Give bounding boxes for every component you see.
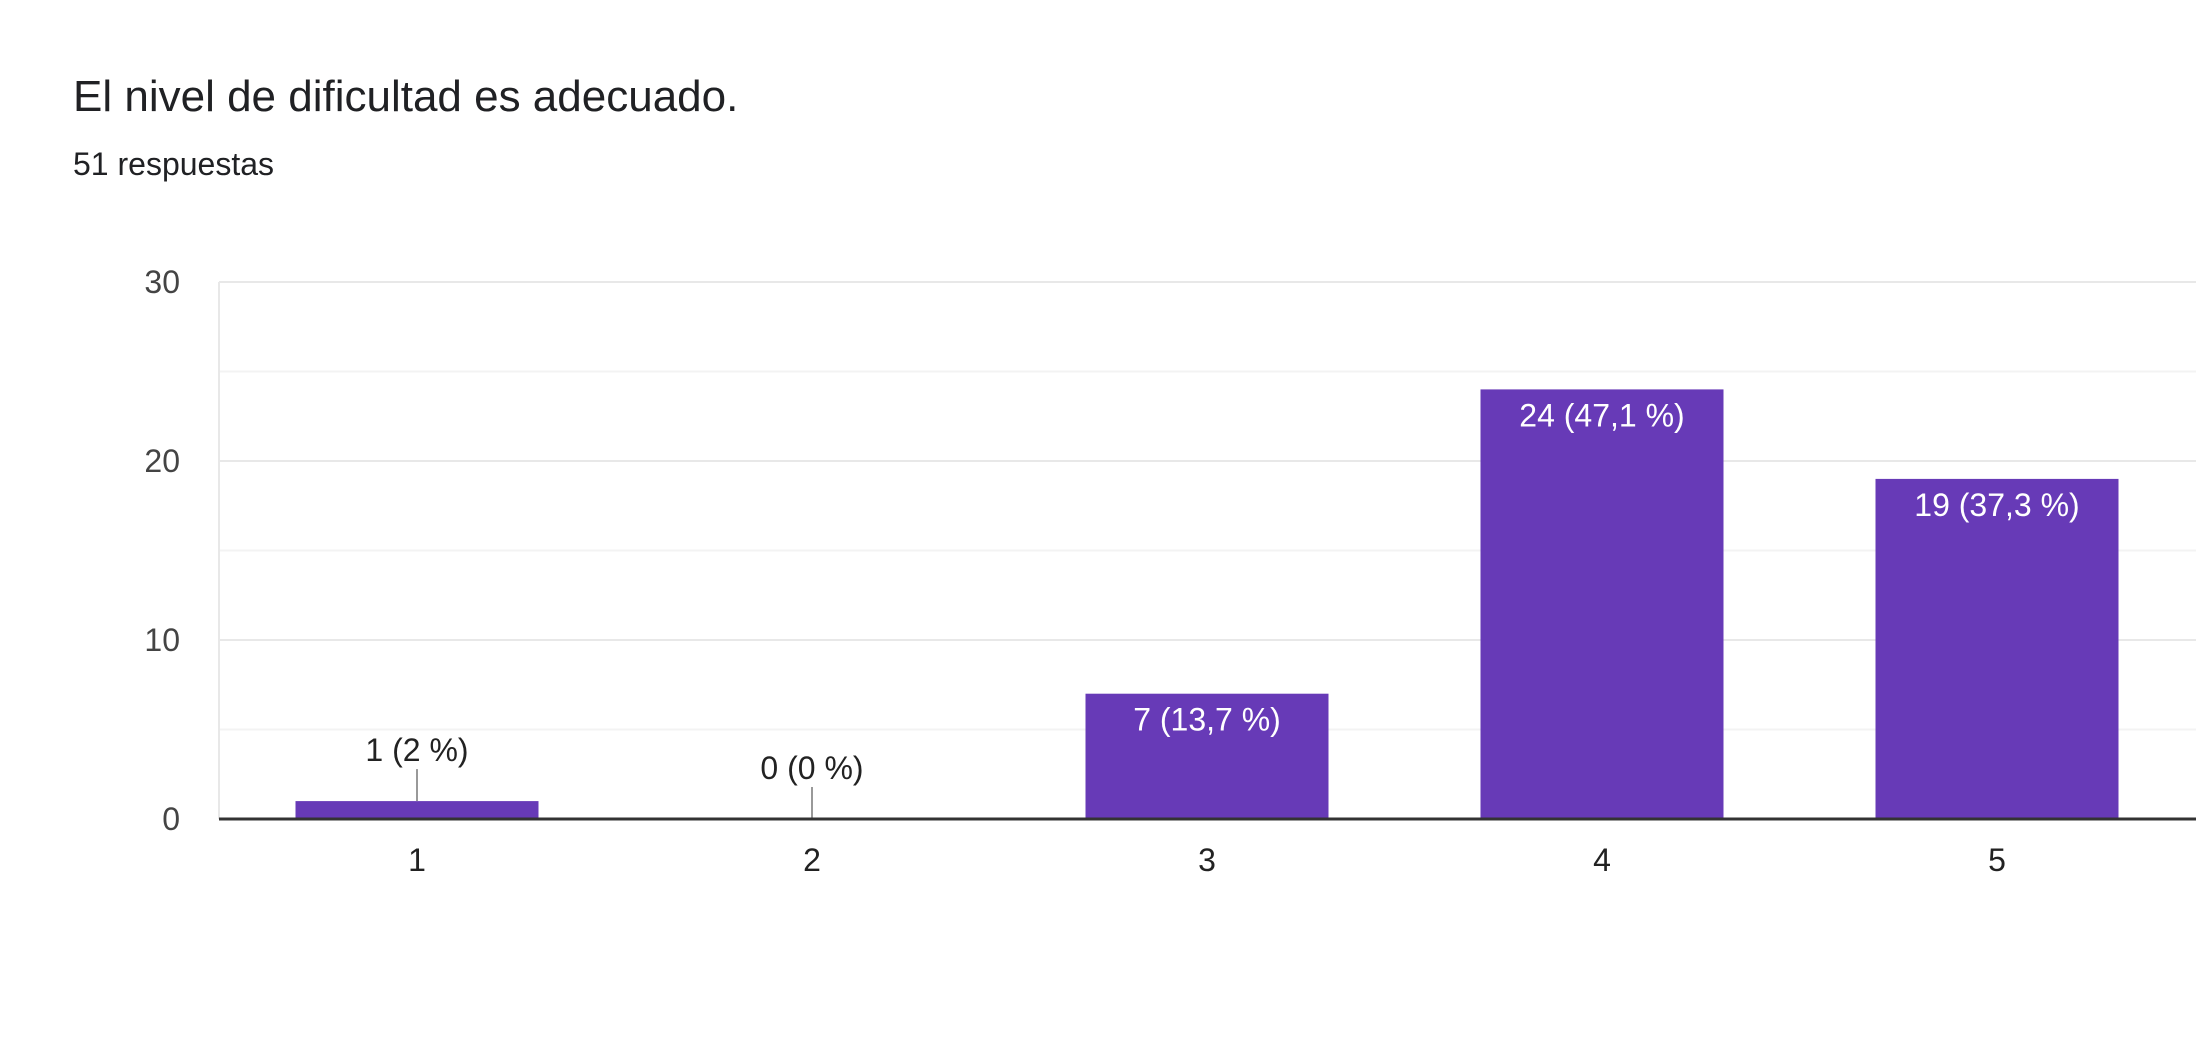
data-label: 19 (37,3 %)	[1914, 487, 2079, 523]
x-tick-label: 3	[1198, 842, 1216, 878]
data-label: 0 (0 %)	[760, 750, 863, 786]
y-tick-label: 30	[144, 264, 180, 300]
bar	[1480, 389, 1724, 819]
gridlines	[218, 281, 2196, 819]
bar	[295, 801, 539, 819]
x-tick-label: 4	[1593, 842, 1611, 878]
y-tick-label: 20	[144, 443, 180, 479]
labels: 0 10 20 30 1 (2 %) 1 0 (0 %) 2 7 (13,7 %) 3 24 (47…	[144, 264, 2196, 878]
x-tick-label: 1	[408, 842, 426, 878]
question-title: El nivel de dificultad es adecuado.	[73, 72, 739, 121]
data-label: 1 (2 %)	[365, 732, 468, 768]
data-label: 24 (47,1 %)	[1519, 397, 1684, 433]
bar	[1875, 478, 2119, 819]
y-tick-label: 0	[162, 801, 180, 837]
response-count: 51 respuestas	[73, 146, 275, 182]
x-tick-label: 5	[1988, 842, 2006, 878]
bars	[295, 389, 2119, 819]
bar	[1085, 693, 1329, 819]
data-label: 7 (13,7 %)	[1133, 702, 1281, 738]
y-tick-label: 10	[144, 622, 180, 658]
x-tick-label: 2	[803, 842, 821, 878]
